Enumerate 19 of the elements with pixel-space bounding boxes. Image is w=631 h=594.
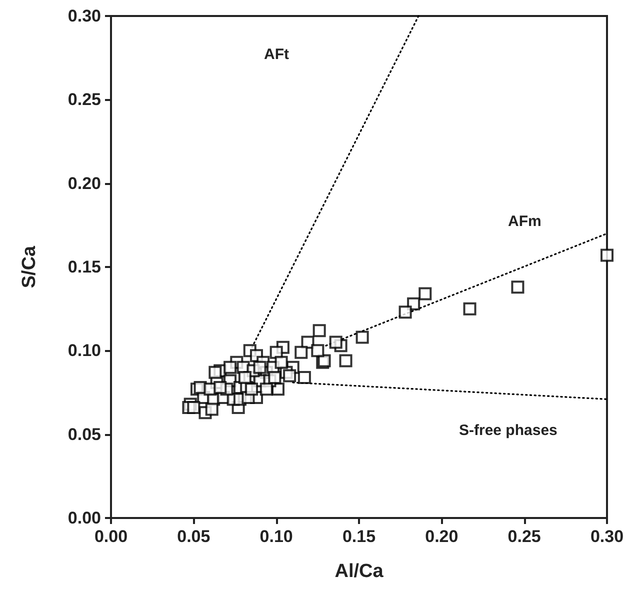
y-tick-label: 0.15 xyxy=(68,258,101,276)
x-tick-label: 0.15 xyxy=(342,527,376,546)
annotation: S-free phases xyxy=(459,422,558,439)
x-axis-title: Al/Ca xyxy=(334,561,384,582)
y-axis-title: S/Ca xyxy=(19,245,40,288)
x-tick-label: 0.25 xyxy=(508,527,541,546)
annotation: AFm xyxy=(508,213,542,230)
y-tick-label: 0.20 xyxy=(68,174,101,193)
x-tick-label: 0.30 xyxy=(590,527,624,546)
y-tick-label: 0.30 xyxy=(68,6,101,26)
x-tick-label: 0.20 xyxy=(425,527,458,546)
x-tick-label: 0.05 xyxy=(177,527,210,546)
y-tick-label: 0.05 xyxy=(68,424,101,444)
y-tick-label: 0.10 xyxy=(68,341,101,360)
x-tick-label: 0.00 xyxy=(94,527,128,546)
y-tick-label: 0.25 xyxy=(68,90,101,110)
annotation: AFt xyxy=(264,46,289,63)
y-tick-label: 0.00 xyxy=(68,508,101,528)
x-tick-label: 0.10 xyxy=(260,527,293,546)
